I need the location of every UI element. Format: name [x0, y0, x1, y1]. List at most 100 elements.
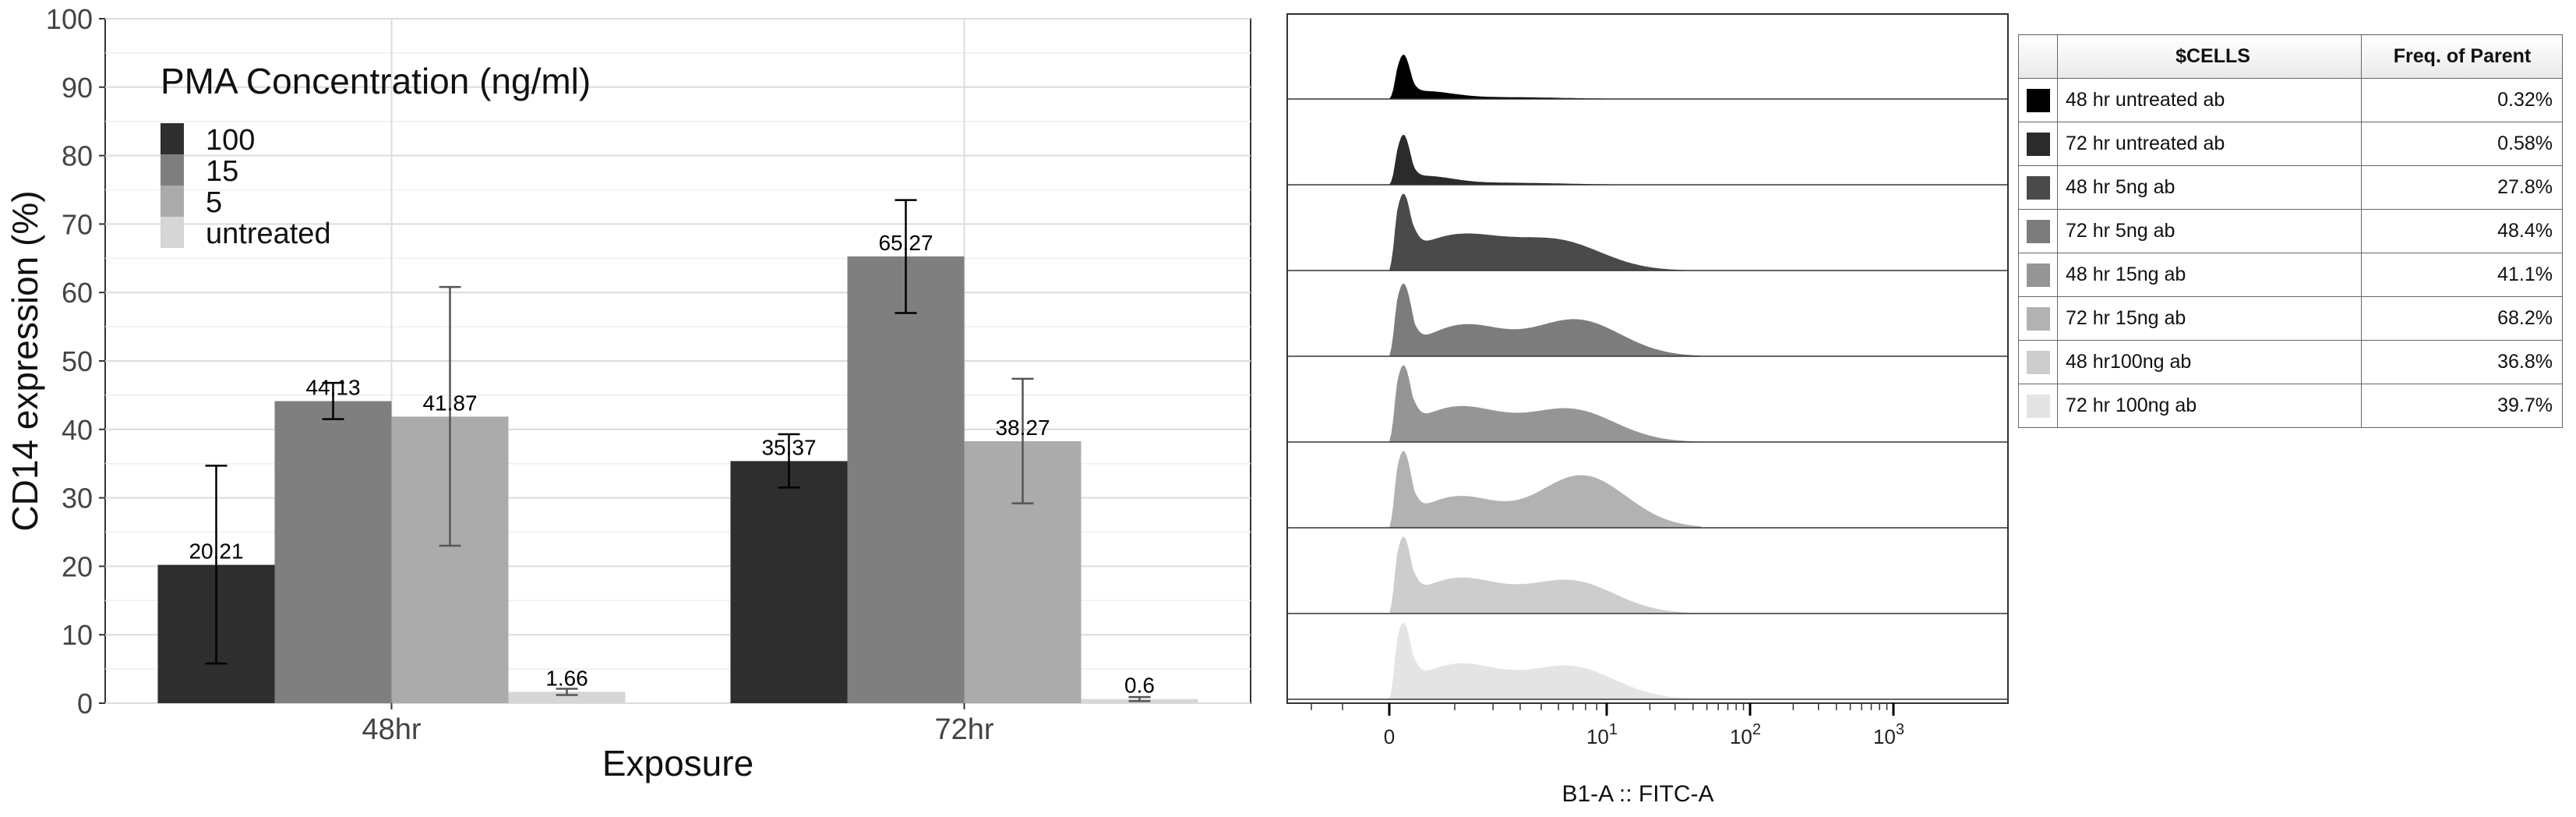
bar-value-label: 38.27 — [995, 416, 1050, 440]
legend-swatch — [161, 123, 184, 154]
y-tick-label: 100 — [46, 3, 93, 35]
legend-swatch-cell — [2018, 122, 2058, 166]
legend-freq-value: 0.32% — [2361, 78, 2563, 122]
legend-rows: 48 hr untreated ab 0.32% 72 hr untreated a… — [2018, 78, 2563, 428]
legend-item-label: 100 — [206, 124, 255, 157]
legend-swatch — [2026, 350, 2050, 374]
legend-freq-value: 48.4% — [2361, 209, 2563, 253]
legend-row: 48 hr100ng ab 36.8% — [2018, 340, 2563, 384]
bar — [508, 691, 626, 703]
histogram-track — [1389, 622, 1701, 699]
x-tick-base: 0 — [1384, 725, 1395, 748]
legend-swatch — [2026, 306, 2050, 331]
legend-freq-value: 39.7% — [2361, 384, 2563, 428]
x-tick-label: 101 — [1586, 721, 1618, 748]
histogram-tracks — [1287, 55, 2008, 700]
y-tick-label: 10 — [62, 619, 93, 651]
legend-item-label: 5 — [206, 186, 222, 219]
legend-header-swatch — [2018, 34, 2058, 79]
histogram-track — [1389, 193, 1701, 271]
legend-swatch — [161, 186, 184, 217]
legend-sample-name: 48 hr100ng ab — [2057, 340, 2362, 384]
bar-value-label: 41.87 — [422, 391, 477, 415]
legend-swatch-cell — [2018, 209, 2058, 253]
legend-swatch — [2026, 88, 2050, 112]
legend-sample-name: 72 hr 100ng ab — [2057, 384, 2362, 428]
legend-sample-name: 72 hr untreated ab — [2057, 122, 2362, 166]
bar-value-label: 65.27 — [878, 231, 933, 255]
x-tick-exponent: 2 — [1752, 721, 1761, 738]
bar-value-label: 44.13 — [305, 376, 360, 400]
bar-value-label: 20.21 — [189, 539, 243, 564]
x-tick-base: 10 — [1730, 725, 1752, 748]
legend-swatch-cell — [2018, 340, 2058, 384]
legend-sample-name: 48 hr 15ng ab — [2057, 253, 2362, 297]
legend-sample-name: 48 hr untreated ab — [2057, 78, 2362, 122]
legend-freq-value: 0.58% — [2361, 122, 2563, 166]
legend-freq-value: 68.2% — [2361, 296, 2563, 341]
legend-row: 48 hr untreated ab 0.32% — [2018, 78, 2563, 122]
y-tick-label: 30 — [62, 483, 93, 515]
y-tick-label: 0 — [77, 688, 93, 720]
bar — [730, 461, 848, 703]
legend-swatch — [2026, 219, 2050, 243]
legend: PMA Concentration (ng/ml) 100155untreate… — [161, 61, 591, 250]
histogram-legend-table: $CELLS Freq. of Parent 48 hr untreated a… — [2018, 34, 2563, 428]
legend-header-freq: Freq. of Parent — [2361, 34, 2563, 79]
legend-swatch — [161, 217, 184, 248]
legend-swatch — [2026, 263, 2050, 287]
bar — [847, 256, 965, 703]
bar-marks: 20.21 44.13 41.87 1.66 35.37 65.27 38.27 0.6 — [157, 199, 1198, 703]
histogram-track — [1389, 365, 1701, 442]
legend-header-cells: $CELLS — [2057, 34, 2362, 79]
legend-swatch-cell — [2018, 78, 2058, 122]
histogram-track — [1389, 134, 1701, 185]
y-tick-label: 90 — [62, 72, 93, 104]
legend-row: 48 hr 5ng ab 27.8% — [2018, 165, 2563, 210]
legend-swatch — [2026, 175, 2050, 200]
x-tick-label: 102 — [1730, 721, 1761, 748]
legend-freq-value: 36.8% — [2361, 340, 2563, 384]
bar-value-label: 35.37 — [761, 435, 816, 459]
bar-value-label: 0.6 — [1124, 674, 1155, 698]
histogram-x-label: B1-A :: FITC-A — [1561, 781, 1713, 807]
legend-sample-name: 72 hr 5ng ab — [2057, 209, 2362, 253]
x-tick-label: 72hr — [934, 713, 993, 746]
x-tick-exponent: 3 — [1896, 721, 1904, 738]
legend-row: 72 hr 15ng ab 68.2% — [2018, 296, 2563, 341]
y-tick-label: 60 — [62, 277, 93, 309]
x-tick-base: 10 — [1586, 725, 1609, 748]
histogram-track — [1389, 451, 1701, 528]
legend-swatch-cell — [2018, 165, 2058, 210]
legend-swatch — [2026, 132, 2050, 156]
legend-swatch-cell — [2018, 296, 2058, 341]
legend-swatch — [2026, 394, 2050, 418]
legend-row: 72 hr untreated ab 0.58% — [2018, 122, 2563, 166]
bar-chart: 20.21 44.13 41.87 1.66 35.37 65.27 38.27 0.6 0 1… — [5, 3, 1251, 783]
histogram-panel: 0 101 102 103 B1-A :: FITC-A — [1286, 13, 2009, 807]
x-tick-label: 103 — [1873, 721, 1904, 748]
legend-row: 72 hr 5ng ab 48.4% — [2018, 209, 2563, 253]
histogram-track — [1389, 283, 1701, 356]
x-tick-label: 0 — [1384, 725, 1395, 748]
bar — [274, 401, 392, 703]
y-tick-label: 70 — [62, 208, 93, 240]
legend-swatch-cell — [2018, 384, 2058, 428]
legend-row: 72 hr 100ng ab 39.7% — [2018, 384, 2563, 428]
y-tick-label: 20 — [62, 550, 93, 582]
axes: 0 10 20 30 40 50 60 70 80 90 100 48hr 72hr — [46, 3, 994, 746]
legend-title: PMA Concentration (ng/ml) — [161, 61, 591, 101]
legend-swatch-cell — [2018, 253, 2058, 297]
x-tick-base: 10 — [1873, 725, 1896, 748]
y-axis-label: CD14 expression (%) — [5, 190, 45, 531]
y-tick-label: 80 — [62, 140, 93, 172]
bar-value-label: 1.66 — [545, 666, 588, 690]
legend-item-label: untreated — [206, 218, 331, 250]
x-tick-label: 48hr — [362, 713, 421, 746]
legend-item-label: 15 — [206, 155, 238, 188]
histogram-track — [1389, 55, 1701, 99]
legend-sample-name: 48 hr 5ng ab — [2057, 165, 2362, 210]
x-axis-label: Exposure — [602, 743, 753, 783]
legend-freq-value: 27.8% — [2361, 165, 2563, 210]
histogram-track — [1389, 536, 1701, 614]
